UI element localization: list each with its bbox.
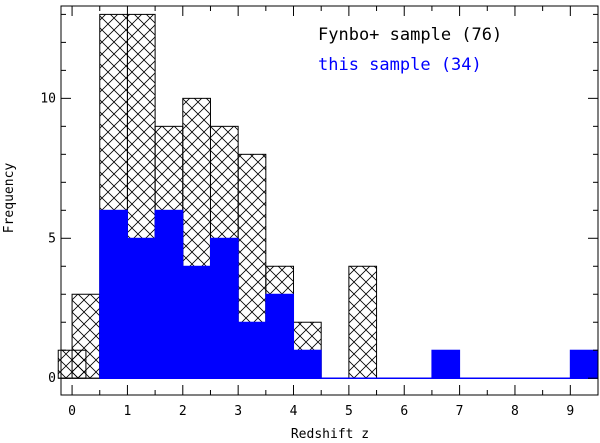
x-tick-label: 0 (68, 404, 76, 419)
fynbo-bar (71, 293, 101, 379)
legend-this-sample: this sample (34) (318, 55, 482, 75)
x-tick-label: 7 (456, 404, 464, 419)
sample-bar (293, 349, 322, 379)
sample-bar (154, 209, 184, 379)
plot-frame (60, 5, 599, 396)
fynbo-bar (348, 265, 378, 379)
y-tick-label: 0 (48, 371, 56, 386)
sample-bar (569, 349, 599, 379)
y-tick-label: 5 (48, 231, 56, 246)
sample-bar (209, 237, 239, 379)
x-tick-label: 8 (511, 404, 519, 419)
legend-fynbo: Fynbo+ sample (76) (318, 25, 502, 45)
sample-bar (126, 237, 156, 379)
x-tick-label: 3 (234, 404, 242, 419)
y-axis-title: Frequency (2, 163, 17, 234)
x-tick-label: 6 (400, 404, 408, 419)
x-axis-title: Redshift z (291, 427, 369, 442)
sample-bars (99, 209, 599, 379)
sample-bar (265, 293, 295, 379)
sample-bar (99, 209, 128, 379)
x-tick-label: 4 (290, 404, 298, 419)
x-tick-label: 5 (345, 404, 353, 419)
sample-bar (182, 265, 211, 379)
sample-bar (237, 321, 267, 379)
y-ticks: 0 5 10 (40, 13, 598, 386)
x-tick-label: 2 (179, 404, 187, 419)
sample-bar (431, 349, 461, 379)
y-tick-label: 10 (40, 91, 56, 106)
x-tick-label: 9 (566, 404, 574, 419)
x-ticks: 0 1 2 3 4 5 6 7 8 9 (68, 6, 599, 419)
x-tick-label: 1 (124, 404, 132, 419)
